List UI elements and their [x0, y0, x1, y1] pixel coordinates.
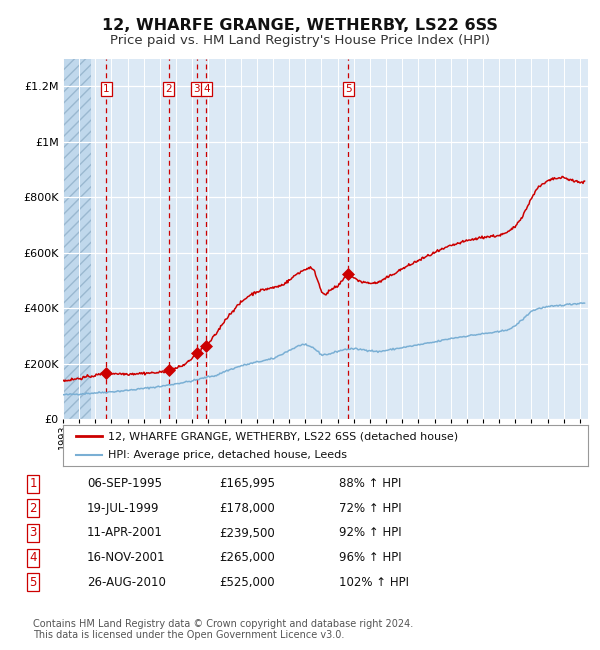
Text: 5: 5 [345, 84, 352, 94]
Text: 4: 4 [203, 84, 210, 94]
Text: 11-APR-2001: 11-APR-2001 [87, 526, 163, 539]
Text: 72% ↑ HPI: 72% ↑ HPI [339, 502, 401, 515]
Text: 92% ↑ HPI: 92% ↑ HPI [339, 526, 401, 539]
Text: HPI: Average price, detached house, Leeds: HPI: Average price, detached house, Leed… [107, 450, 347, 460]
Text: 2: 2 [166, 84, 172, 94]
Text: £525,000: £525,000 [219, 576, 275, 589]
Text: 3: 3 [29, 526, 37, 539]
Text: 2: 2 [29, 502, 37, 515]
Text: £178,000: £178,000 [219, 502, 275, 515]
Text: 12, WHARFE GRANGE, WETHERBY, LS22 6SS (detached house): 12, WHARFE GRANGE, WETHERBY, LS22 6SS (d… [107, 431, 458, 441]
Text: 102% ↑ HPI: 102% ↑ HPI [339, 576, 409, 589]
Text: Price paid vs. HM Land Registry's House Price Index (HPI): Price paid vs. HM Land Registry's House … [110, 34, 490, 47]
Text: 26-AUG-2010: 26-AUG-2010 [87, 576, 166, 589]
Text: 1: 1 [29, 477, 37, 490]
Text: 96% ↑ HPI: 96% ↑ HPI [339, 551, 401, 564]
Text: 4: 4 [29, 551, 37, 564]
Text: 12, WHARFE GRANGE, WETHERBY, LS22 6SS: 12, WHARFE GRANGE, WETHERBY, LS22 6SS [102, 18, 498, 33]
Text: 1: 1 [103, 84, 109, 94]
Text: Contains HM Land Registry data © Crown copyright and database right 2024.
This d: Contains HM Land Registry data © Crown c… [33, 619, 413, 640]
Text: 16-NOV-2001: 16-NOV-2001 [87, 551, 166, 564]
Text: 3: 3 [193, 84, 200, 94]
Bar [63, 58, 91, 419]
Text: £239,500: £239,500 [219, 526, 275, 539]
Text: 88% ↑ HPI: 88% ↑ HPI [339, 477, 401, 490]
Text: £165,995: £165,995 [219, 477, 275, 490]
Text: 19-JUL-1999: 19-JUL-1999 [87, 502, 160, 515]
Text: 06-SEP-1995: 06-SEP-1995 [87, 477, 162, 490]
Text: £265,000: £265,000 [219, 551, 275, 564]
Text: 5: 5 [29, 576, 37, 589]
